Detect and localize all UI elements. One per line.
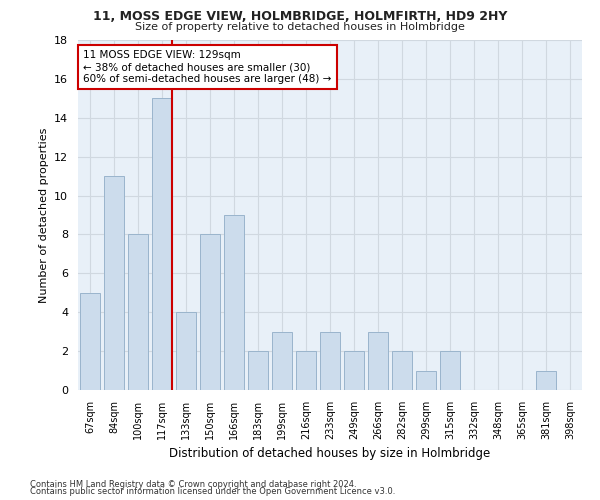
Bar: [440, 351, 460, 390]
Text: Contains public sector information licensed under the Open Government Licence v3: Contains public sector information licen…: [30, 487, 395, 496]
Bar: [536, 370, 556, 390]
X-axis label: Distribution of detached houses by size in Holmbridge: Distribution of detached houses by size …: [169, 448, 491, 460]
Text: 11, MOSS EDGE VIEW, HOLMBRIDGE, HOLMFIRTH, HD9 2HY: 11, MOSS EDGE VIEW, HOLMBRIDGE, HOLMFIRT…: [93, 10, 507, 23]
Bar: [104, 176, 124, 390]
Bar: [320, 332, 340, 390]
Bar: [176, 312, 196, 390]
Bar: [152, 98, 172, 390]
Text: Contains HM Land Registry data © Crown copyright and database right 2024.: Contains HM Land Registry data © Crown c…: [30, 480, 356, 489]
Bar: [200, 234, 220, 390]
Y-axis label: Number of detached properties: Number of detached properties: [38, 128, 49, 302]
Bar: [248, 351, 268, 390]
Bar: [224, 215, 244, 390]
Bar: [128, 234, 148, 390]
Bar: [296, 351, 316, 390]
Text: Size of property relative to detached houses in Holmbridge: Size of property relative to detached ho…: [135, 22, 465, 32]
Bar: [416, 370, 436, 390]
Bar: [344, 351, 364, 390]
Bar: [368, 332, 388, 390]
Bar: [80, 293, 100, 390]
Bar: [392, 351, 412, 390]
Bar: [272, 332, 292, 390]
Text: 11 MOSS EDGE VIEW: 129sqm
← 38% of detached houses are smaller (30)
60% of semi-: 11 MOSS EDGE VIEW: 129sqm ← 38% of detac…: [83, 50, 331, 84]
